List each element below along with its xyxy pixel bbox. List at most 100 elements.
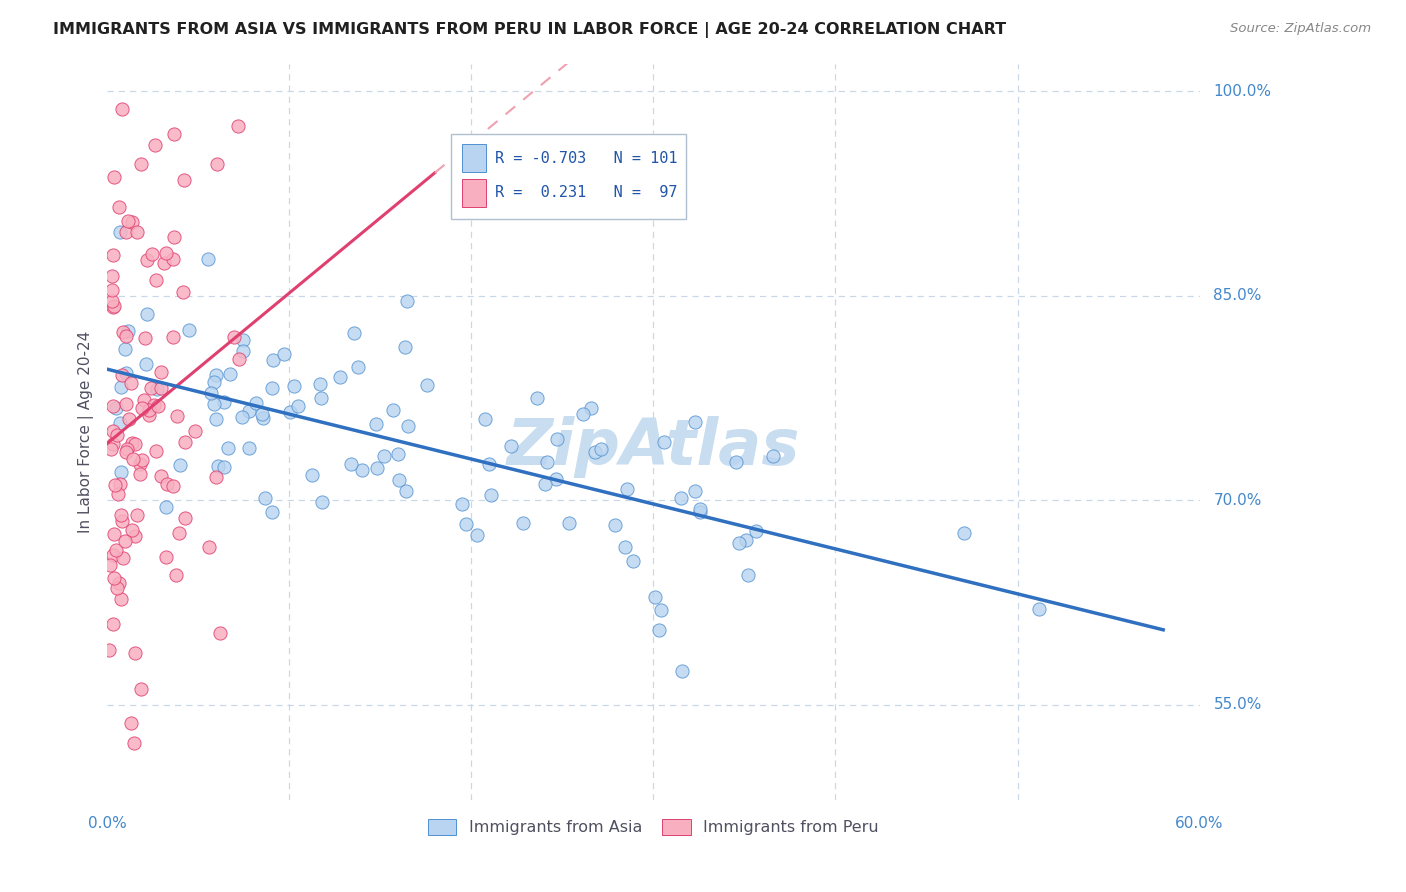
Point [652, 435, 675, 450]
Point [953, 525, 976, 540]
Point [689, 501, 711, 516]
Point [162, 127, 184, 141]
Point [101, 437, 124, 451]
Point [114, 329, 136, 343]
Point [127, 225, 149, 239]
Point [101, 283, 124, 297]
Point [311, 392, 333, 406]
Point [558, 516, 581, 530]
Point [381, 402, 404, 417]
Point [131, 401, 153, 415]
Point [526, 391, 548, 405]
Point [124, 529, 146, 543]
Point [129, 157, 152, 171]
Point [238, 441, 260, 455]
Point [252, 411, 274, 425]
Text: Source: ZipAtlas.com: Source: ZipAtlas.com [1230, 22, 1371, 36]
Point [197, 252, 219, 266]
Point [387, 447, 409, 461]
Text: 85.0%: 85.0% [1213, 288, 1261, 303]
Point [217, 442, 239, 456]
Point [283, 379, 305, 393]
Point [366, 461, 388, 475]
Point [134, 392, 156, 407]
Point [149, 381, 172, 395]
Point [101, 425, 124, 439]
Point [232, 333, 254, 347]
Point [328, 370, 350, 384]
Point [104, 401, 127, 416]
Point [197, 541, 219, 555]
Point [737, 568, 759, 582]
Point [120, 715, 142, 730]
Point [155, 500, 177, 515]
Point [396, 293, 419, 308]
Point [115, 366, 138, 380]
Point [536, 454, 558, 468]
Point [110, 508, 132, 523]
Point [451, 497, 474, 511]
Point [734, 533, 756, 547]
Point [104, 478, 127, 492]
Point [727, 536, 749, 550]
Point [174, 435, 197, 450]
Text: 100.0%: 100.0% [1213, 84, 1271, 99]
Point [135, 357, 157, 371]
Text: 60.0%: 60.0% [1175, 816, 1223, 831]
Text: R =  0.231   N =  97: R = 0.231 N = 97 [495, 186, 678, 201]
Point [465, 528, 488, 542]
Point [111, 514, 134, 528]
Point [621, 554, 644, 568]
Point [218, 367, 240, 381]
Point [205, 157, 228, 171]
Point [416, 378, 439, 392]
Point [589, 442, 612, 456]
Point [121, 215, 143, 229]
Point [103, 571, 125, 585]
Point [222, 329, 245, 343]
Point [388, 473, 411, 487]
Bar [463, 179, 486, 207]
Point [155, 550, 177, 565]
Point [273, 347, 295, 361]
Point [163, 230, 186, 244]
Point [202, 397, 225, 411]
Point [478, 458, 501, 472]
Point [685, 415, 707, 429]
Point [169, 458, 191, 473]
Point [153, 256, 176, 270]
Point [101, 399, 124, 413]
Point [200, 386, 222, 401]
Point [228, 351, 250, 366]
Point [260, 504, 283, 518]
Point [671, 491, 693, 505]
Point [115, 225, 138, 239]
Point [671, 664, 693, 678]
Point [479, 488, 502, 502]
Point [278, 405, 301, 419]
Point [103, 300, 125, 314]
Y-axis label: In Labor Force | Age 20-24: In Labor Force | Age 20-24 [79, 331, 94, 533]
Point [131, 452, 153, 467]
Point [683, 483, 706, 498]
Point [205, 470, 228, 484]
Point [138, 408, 160, 422]
Point [103, 527, 125, 541]
Point [117, 411, 139, 425]
Point [98, 643, 121, 657]
Point [572, 408, 595, 422]
Point [208, 626, 231, 640]
Point [121, 523, 143, 537]
Point [165, 568, 187, 582]
Point [585, 444, 607, 458]
Point [103, 170, 125, 185]
Point [238, 403, 260, 417]
Point [141, 246, 163, 260]
Point [111, 368, 134, 382]
Point [108, 225, 131, 239]
Point [121, 436, 143, 450]
Point [352, 463, 374, 477]
Point [231, 410, 253, 425]
Point [456, 517, 478, 532]
Point [309, 377, 332, 392]
